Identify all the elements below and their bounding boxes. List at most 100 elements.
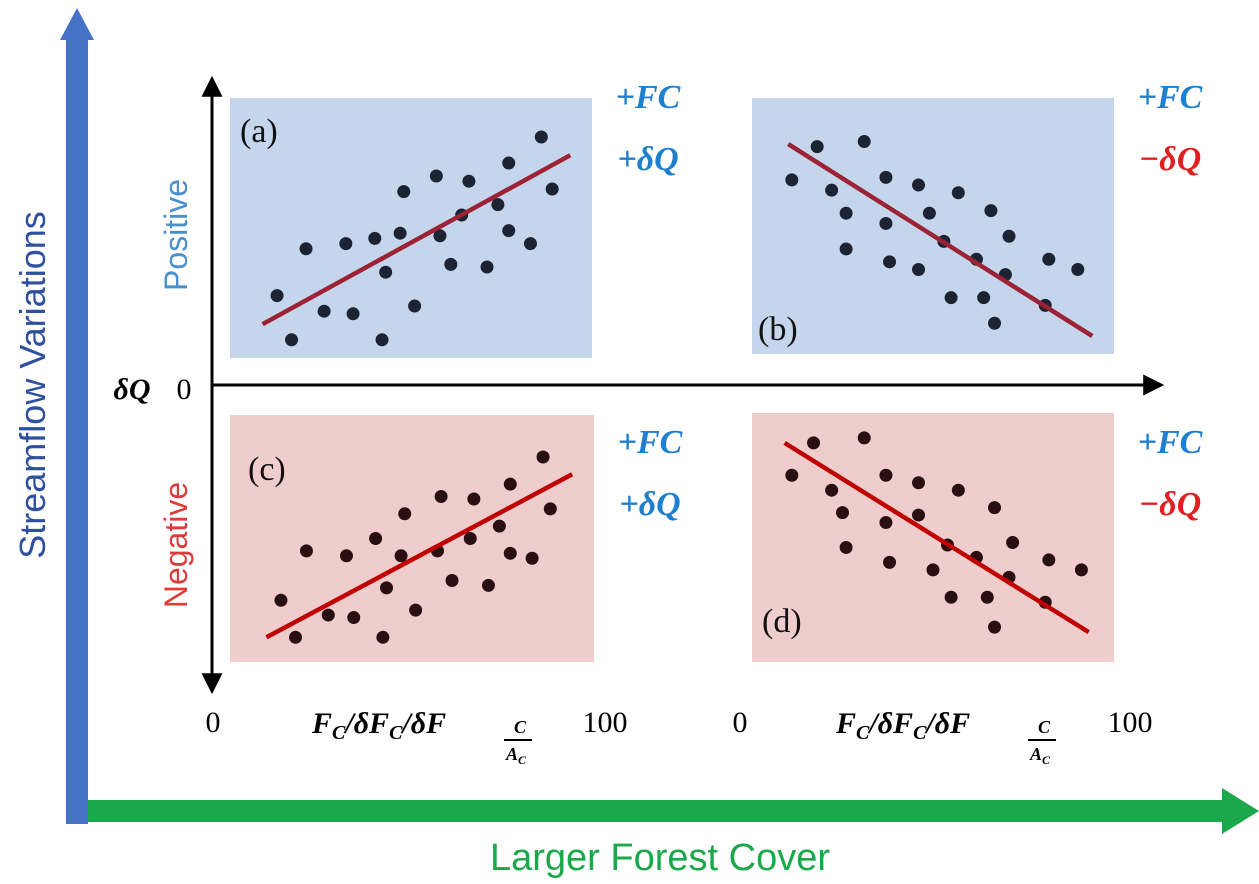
- panel-c-data-point: [380, 581, 394, 595]
- outer-y-axis-label: Streamflow Variations: [12, 211, 53, 558]
- panel-d-trend-line: [783, 440, 1090, 635]
- svg-text:AC: AC: [505, 744, 527, 767]
- bottom-axis-labels: 0 100 0 100 FC/δFC/δF C AC FC/δFC/δF C A…: [206, 706, 1153, 767]
- panel-c-data-point: [445, 573, 459, 587]
- panel-d-data-point: [951, 483, 965, 497]
- right-var-sub: C: [856, 722, 870, 744]
- outer-y-axis-bar: [66, 38, 88, 824]
- left-var-sub: C: [332, 722, 346, 744]
- svg-text:FC/δFC/δF: FC/δFC/δF: [835, 707, 970, 744]
- panel-c-dq-label: +δQ: [619, 486, 680, 523]
- panel-c-data-point: [463, 532, 477, 545]
- panel-d-data-point: [1006, 535, 1020, 549]
- left-tick-hundred: 100: [583, 706, 628, 739]
- left-var-mid2: /δF: [400, 707, 446, 740]
- panel-d-data-point: [785, 468, 799, 482]
- svg-text:AC: AC: [1029, 744, 1051, 767]
- left-frac-num: C: [514, 717, 527, 737]
- panel-b-data-point: [785, 173, 799, 187]
- panel-d-data-point: [988, 620, 1002, 634]
- outer-axes: Streamflow Variations Larger Forest Cove…: [12, 8, 1259, 879]
- panel-c-data-point: [467, 492, 481, 506]
- panel-d-data-point: [912, 508, 926, 522]
- panel-b-data-point: [879, 216, 893, 230]
- panel-b-fc-label: +FC: [1138, 79, 1203, 116]
- panel-d-data-point: [1074, 563, 1088, 577]
- panel-d-data-point: [807, 436, 821, 450]
- panel-c-data-point: [376, 630, 390, 644]
- panel-b-data-point: [1042, 252, 1056, 266]
- panel-d-data-point: [1042, 553, 1056, 567]
- left-tick-zero: 0: [206, 706, 221, 739]
- panel-a-label: (a): [240, 113, 278, 150]
- panel-a-dq-label: +δQ: [617, 141, 678, 178]
- panel-a-fc-label: +FC: [616, 79, 681, 116]
- panel-c-data-point: [369, 532, 383, 545]
- left-var-mid: /δF: [343, 707, 389, 740]
- right-x-variable: FC/δFC/δF C AC: [835, 707, 1056, 767]
- left-frac-den-sub: C: [518, 753, 527, 767]
- panel-a-data-point: [502, 156, 516, 170]
- panel-a-data-point: [462, 174, 476, 188]
- left-x-variable: FC/δFC/δF C AC: [311, 707, 532, 767]
- right-var-mid2: /δF: [924, 707, 970, 740]
- center-dq-label: δQ: [113, 373, 150, 406]
- panel-a-data-point: [299, 242, 313, 256]
- panel-c-data-point: [339, 549, 353, 563]
- panel-a-trend-line: [261, 153, 572, 327]
- right-frac-den-sub: C: [1042, 753, 1051, 767]
- panel-a-data-point: [393, 226, 407, 240]
- outer-x-axis-label: Larger Forest Cover: [490, 837, 830, 879]
- panel-a-data-point: [480, 260, 494, 274]
- outer-x-axis-arrowhead: [1222, 788, 1259, 834]
- panel-b-data-point: [839, 206, 853, 220]
- panel-d-data-point: [879, 516, 893, 530]
- svg-text:FC/δFC/δF: FC/δFC/δF: [311, 707, 446, 744]
- positive-row-label: Positive: [158, 179, 194, 291]
- panel-b-data-point: [988, 316, 1002, 330]
- panel-a-data-point: [270, 289, 284, 303]
- negative-row-label: Negative: [158, 482, 194, 608]
- panel-b-data-point: [839, 242, 853, 256]
- panel-a-data-point: [285, 333, 299, 347]
- panel-d: (d) +FC −δQ: [752, 413, 1203, 662]
- panel-b-trend-line: [786, 142, 1094, 338]
- panel-d-data-point: [912, 476, 926, 490]
- panel-a-data-point: [368, 231, 382, 245]
- panel-a-data-point: [339, 237, 353, 251]
- panel-c-trend-line: [265, 472, 574, 640]
- panel-d-data-point: [857, 431, 871, 445]
- panel-b-data-point: [1002, 229, 1016, 243]
- right-tick-zero: 0: [733, 706, 748, 739]
- panel-b-data-point: [810, 140, 824, 154]
- center-zero-label: 0: [177, 373, 192, 406]
- panel-c-background: [230, 415, 594, 662]
- panel-a-data-point: [444, 257, 458, 271]
- panel-b-data-point: [951, 186, 965, 200]
- panel-d-data-point: [980, 590, 994, 604]
- panel-b-data-point: [1071, 263, 1085, 277]
- panel-b-label: (b): [758, 311, 798, 348]
- panel-c-data-point: [525, 551, 539, 565]
- panel-d-data-point: [825, 483, 839, 497]
- panel-a-data-point: [545, 182, 559, 196]
- panel-b: (b) +FC −δQ: [752, 79, 1203, 354]
- panel-a-data-point: [379, 265, 393, 279]
- panel-b-data-point: [825, 183, 839, 197]
- panel-a-data-point: [502, 224, 516, 238]
- panel-a-data-point: [346, 307, 360, 321]
- center-axes: δQ 0: [113, 75, 1165, 695]
- panel-a-data-point: [397, 185, 411, 199]
- panel-c-data-point: [481, 578, 495, 592]
- panel-a-data-point: [408, 299, 422, 313]
- right-var-mid: /δF: [867, 707, 913, 740]
- right-var-f: F: [835, 707, 856, 740]
- panel-c-data-point: [347, 611, 361, 625]
- panel-d-label: (d): [762, 603, 802, 640]
- right-tick-hundred: 100: [1108, 706, 1153, 739]
- panel-b-data-point: [922, 206, 936, 220]
- panel-b-data-point: [857, 135, 871, 149]
- panel-b-data-point: [883, 255, 897, 269]
